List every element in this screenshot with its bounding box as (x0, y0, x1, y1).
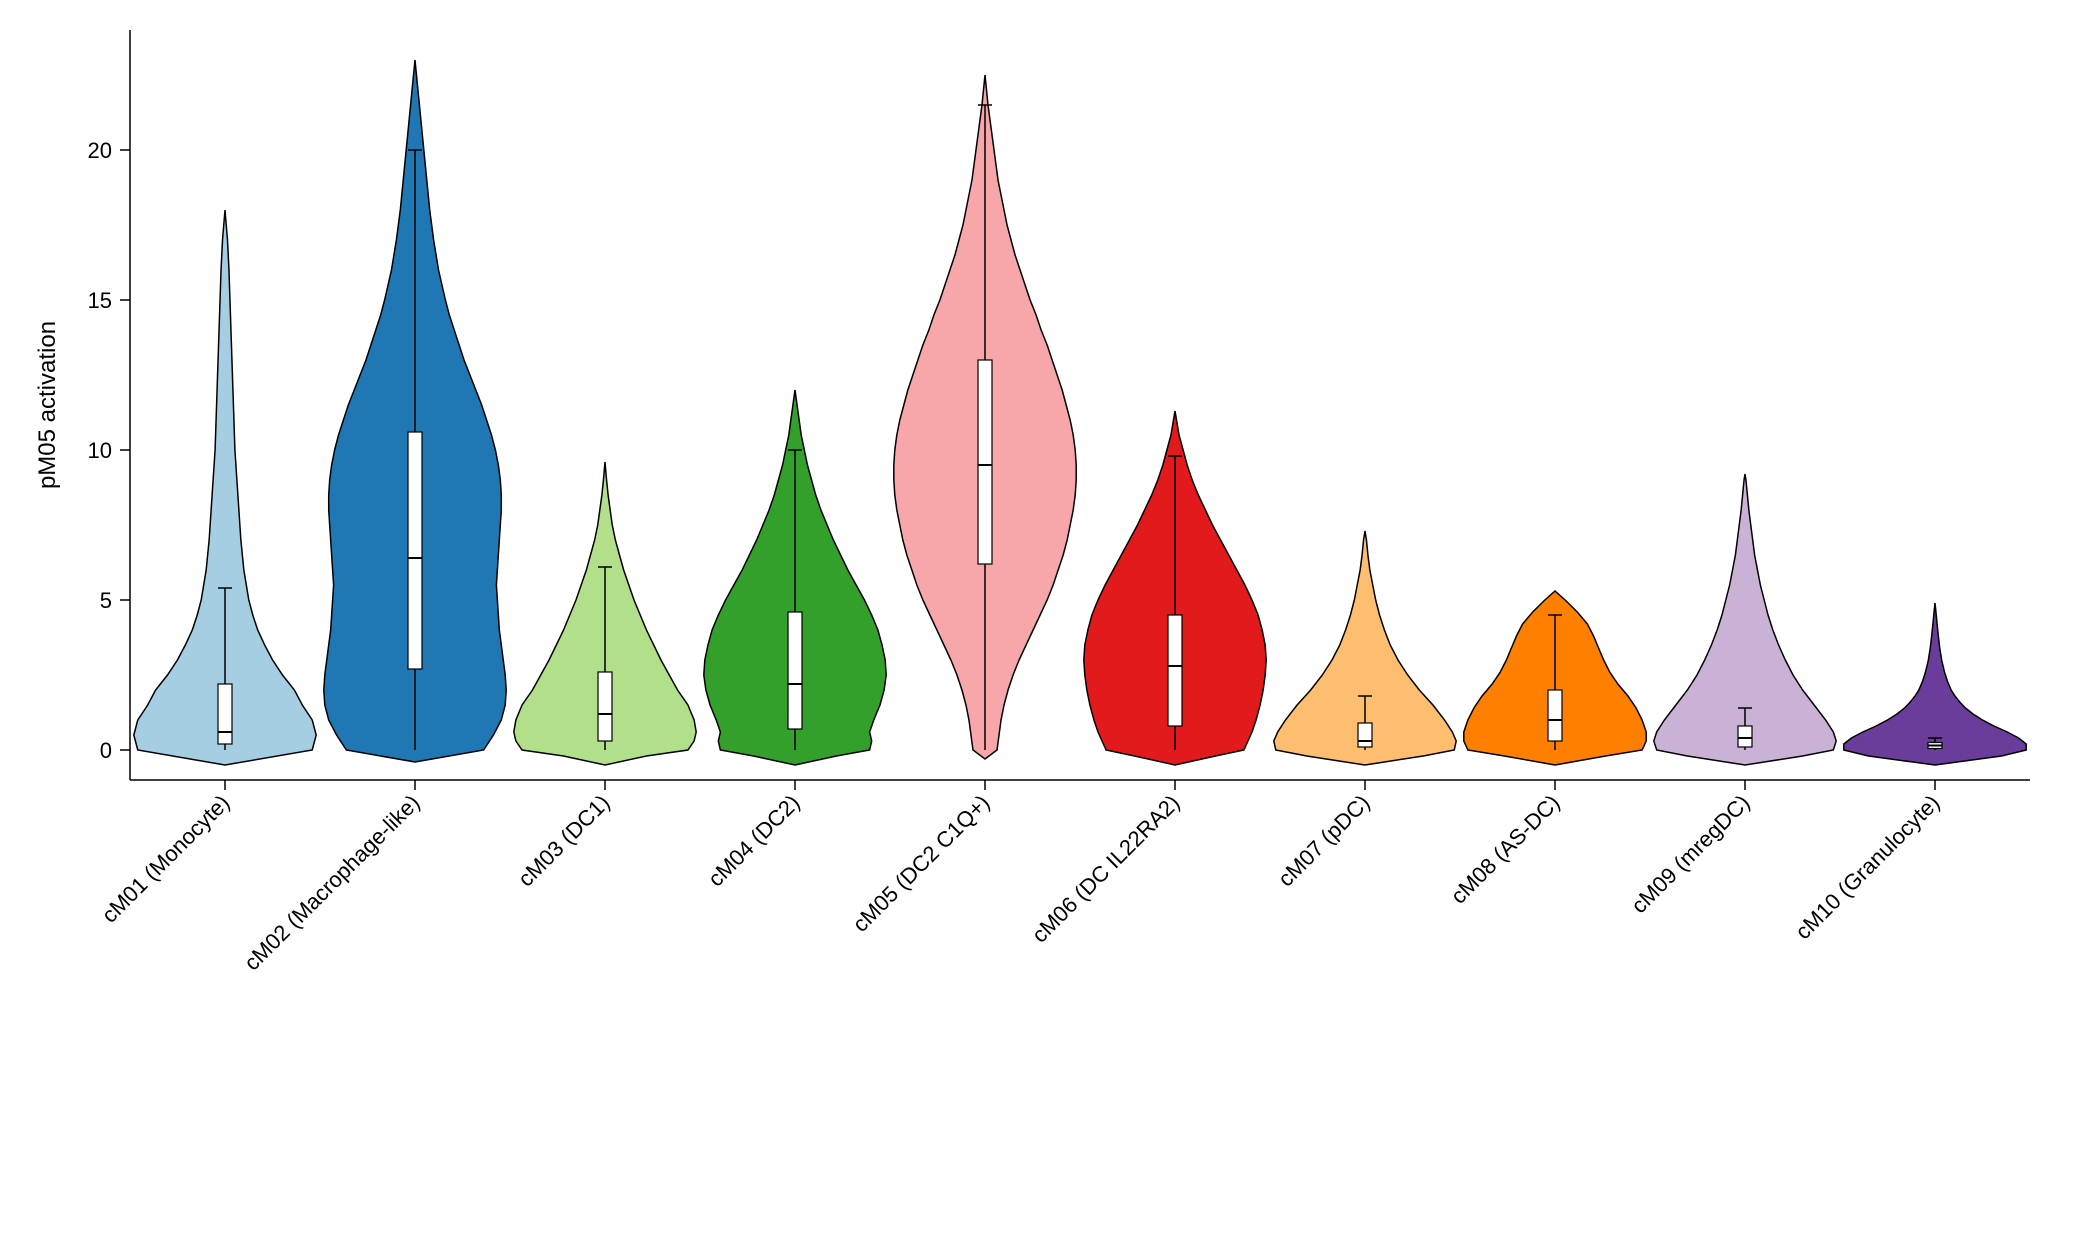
x-tick-label: cM04 (DC2) (703, 790, 805, 892)
x-tick-label: cM10 (Granulocyte) (1790, 790, 1944, 944)
x-tick-label: cM01 (Monocyte) (97, 790, 235, 928)
x-tick-label: cM07 (pDC) (1273, 790, 1375, 892)
y-tick-label: 20 (88, 138, 112, 163)
x-tick-label: cM09 (mregDC) (1626, 790, 1754, 918)
x-tick-label: cM08 (AS-DC) (1446, 790, 1565, 909)
box (978, 360, 992, 564)
box (1548, 690, 1562, 741)
y-tick-label: 5 (100, 588, 112, 613)
x-tick-label: cM05 (DC2 C1Q+) (848, 790, 995, 937)
box (1168, 615, 1182, 726)
y-tick-label: 15 (88, 288, 112, 313)
x-tick-label: cM06 (DC IL22RA2) (1027, 790, 1185, 948)
x-tick-label: cM03 (DC1) (513, 790, 615, 892)
box (788, 612, 802, 729)
violin-plot: 05101520pM05 activationcM01 (Monocyte)cM… (0, 0, 2083, 1250)
y-tick-label: 0 (100, 738, 112, 763)
box (1358, 723, 1372, 747)
box (218, 684, 232, 744)
x-tick-label: cM02 (Macrophage-like) (239, 790, 424, 975)
box (408, 432, 422, 669)
box (598, 672, 612, 741)
y-axis-label: pM05 activation (34, 321, 61, 489)
y-tick-label: 10 (88, 438, 112, 463)
box (1738, 726, 1752, 747)
